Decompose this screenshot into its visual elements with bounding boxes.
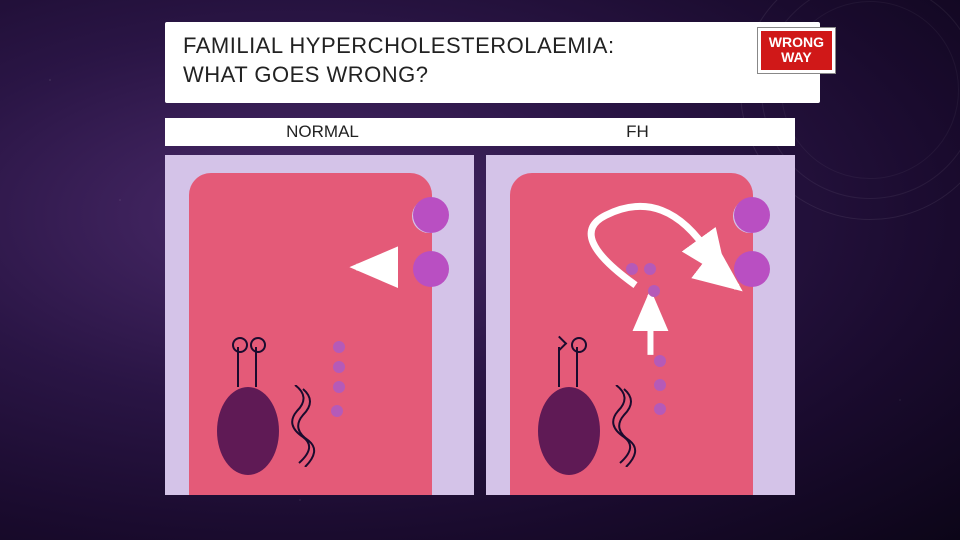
panel-labels-row: NORMAL FH bbox=[165, 118, 795, 146]
ldl-particle-icon bbox=[734, 197, 770, 233]
cholesterol-dot-icon bbox=[333, 361, 345, 373]
er-svg bbox=[610, 385, 640, 467]
ldl-receptor-broken-icon bbox=[558, 347, 560, 387]
cholesterol-dot-icon bbox=[644, 263, 656, 275]
cell-normal bbox=[189, 173, 432, 495]
cholesterol-dot-icon bbox=[331, 405, 343, 417]
ldl-receptor-icon bbox=[576, 347, 578, 387]
er-icon bbox=[289, 385, 319, 467]
cholesterol-dot-icon bbox=[648, 285, 660, 297]
wrong-way-sign: WRONG WAY bbox=[758, 28, 835, 73]
panel-normal bbox=[165, 155, 474, 495]
sign-line-2: WAY bbox=[769, 50, 824, 65]
title-header: FAMILIAL HYPERCHOLESTEROLAEMIA: WHAT GOE… bbox=[165, 22, 820, 103]
page-title: FAMILIAL HYPERCHOLESTEROLAEMIA: WHAT GOE… bbox=[183, 32, 802, 89]
cholesterol-dot-icon bbox=[654, 379, 666, 391]
cell-fh bbox=[510, 173, 753, 495]
cholesterol-dot-icon bbox=[654, 403, 666, 415]
title-line-2: WHAT GOES WRONG? bbox=[183, 62, 429, 87]
label-fh: FH bbox=[480, 118, 795, 146]
cholesterol-dot-icon bbox=[626, 263, 638, 275]
cholesterol-dot-icon bbox=[333, 381, 345, 393]
ldl-particle-icon bbox=[413, 197, 449, 233]
er-svg bbox=[289, 385, 319, 467]
cholesterol-dot-icon bbox=[654, 355, 666, 367]
er-icon bbox=[610, 385, 640, 467]
ldl-receptor-icon bbox=[237, 347, 239, 387]
ldl-receptor-icon bbox=[255, 347, 257, 387]
cholesterol-dot-icon bbox=[333, 341, 345, 353]
ldl-particle-icon bbox=[734, 251, 770, 287]
diagram-panels bbox=[165, 155, 795, 495]
sign-line-1: WRONG bbox=[769, 35, 824, 50]
title-line-1: FAMILIAL HYPERCHOLESTEROLAEMIA: bbox=[183, 33, 615, 58]
ldl-particle-icon bbox=[413, 251, 449, 287]
nucleus-icon bbox=[217, 387, 279, 475]
nucleus-icon bbox=[538, 387, 600, 475]
label-normal: NORMAL bbox=[165, 118, 480, 146]
panel-fh bbox=[486, 155, 795, 495]
